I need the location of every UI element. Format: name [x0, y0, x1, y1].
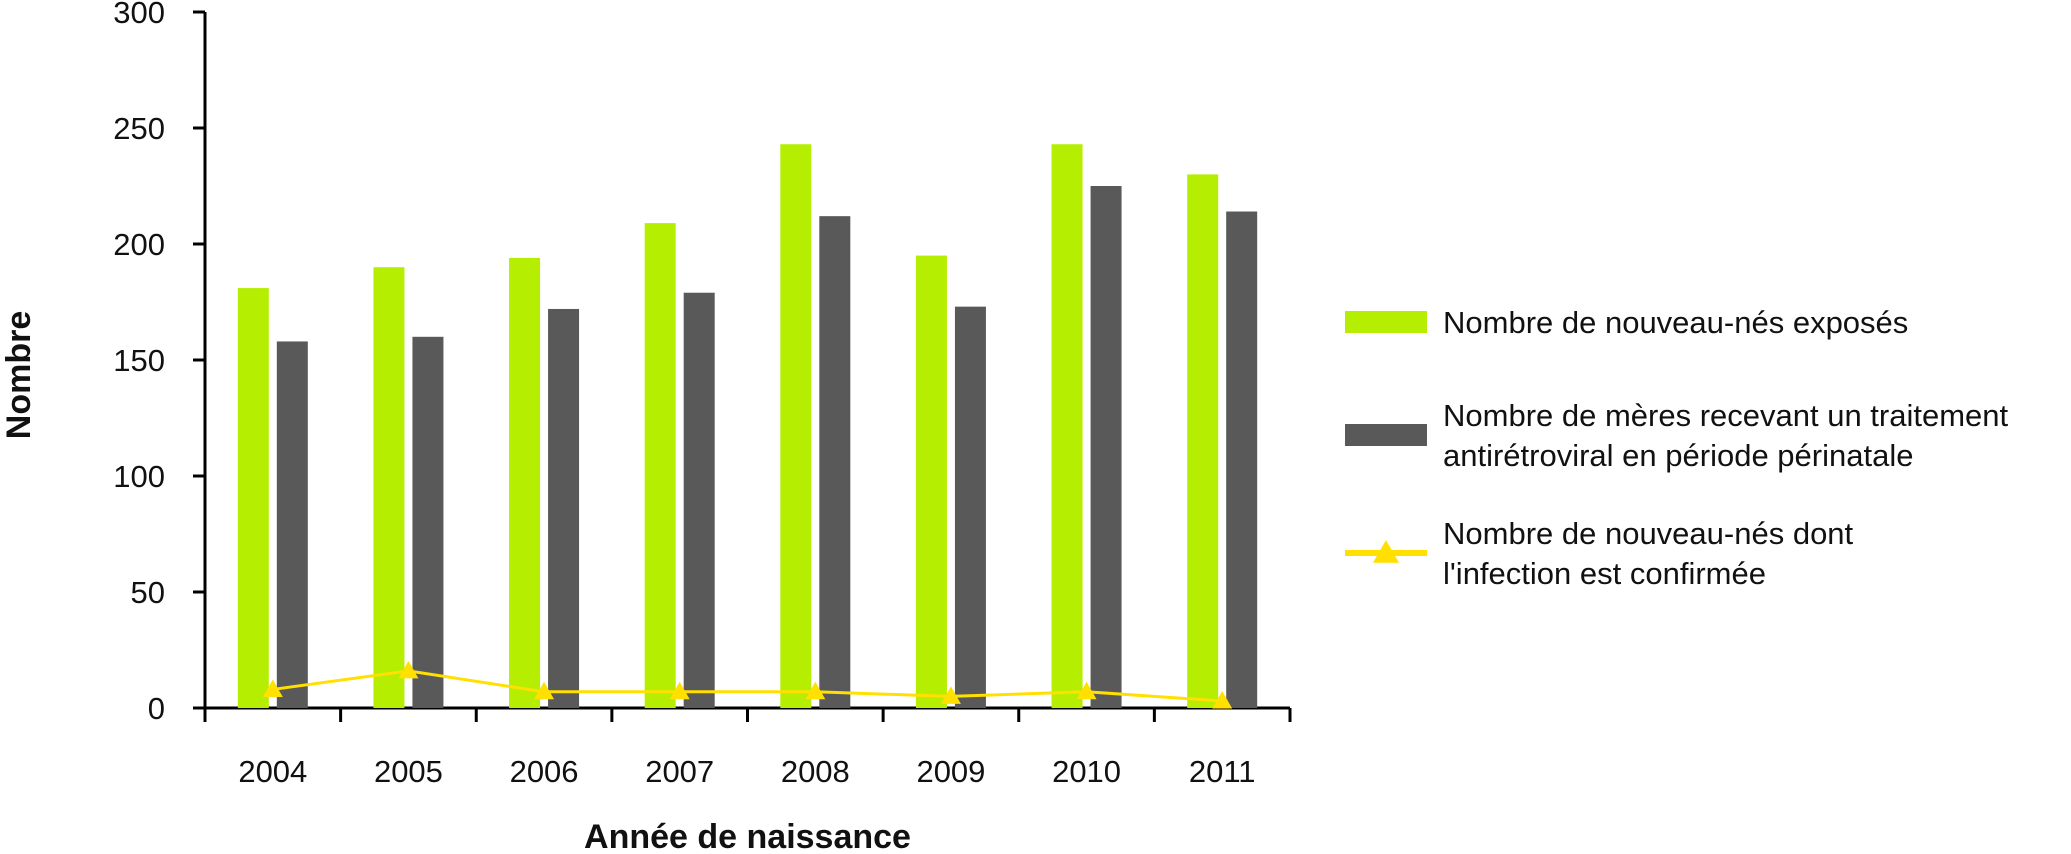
x-tick-label: 2004 — [238, 754, 307, 789]
line-marker-2009 — [940, 686, 961, 704]
bar-series-1-2006 — [509, 257, 541, 708]
x-tick-label: 2009 — [916, 754, 985, 789]
y-tick-label: 0 — [148, 691, 165, 726]
line-series — [262, 660, 1233, 709]
legend-marker-triangle — [1373, 540, 1399, 563]
y-tick-label: 300 — [113, 0, 165, 30]
legend-swatch-2 — [1345, 424, 1427, 446]
bars — [237, 144, 1258, 709]
x-tick-label: 2008 — [781, 754, 850, 789]
bar-series-1-2008 — [780, 144, 812, 709]
y-tick-label: 50 — [131, 575, 165, 610]
bar-series-2-2011 — [1226, 211, 1258, 708]
bar-series-2-2004 — [276, 341, 308, 708]
y-tick-label: 150 — [113, 343, 165, 378]
y-tick-label: 200 — [113, 227, 165, 262]
x-axis: 2004 2005 2006 2007 2008 2009 2010 2011 — [203, 706, 1292, 789]
legend-label-1: Nombre de nouveau-nés exposés — [1443, 305, 1908, 340]
bar-series-1-2009 — [915, 255, 947, 708]
bar-series-1-2004 — [237, 288, 269, 708]
y-tick-label: 100 — [113, 459, 165, 494]
bar-series-1-2005 — [373, 267, 405, 708]
bar-series-2-2006 — [548, 308, 580, 708]
legend-label-2: Nombre de mères recevant un traitement an… — [1443, 398, 2009, 473]
line-marker-2008 — [805, 681, 826, 700]
bar-series-2-2008 — [819, 216, 851, 708]
x-tick-label: 2005 — [374, 754, 443, 789]
bar-series-1-2010 — [1051, 144, 1083, 709]
line-marker-2007 — [669, 681, 690, 700]
x-tick-label: 2011 — [1189, 754, 1256, 789]
bar-series-2-2005 — [412, 336, 444, 708]
x-tick-label: 2010 — [1052, 754, 1121, 789]
y-tick-label: 250 — [113, 111, 165, 146]
legend-swatch-1 — [1345, 311, 1427, 333]
y-axis-title: Nombre — [0, 311, 38, 439]
line-marker-2011 — [1212, 691, 1233, 709]
x-tick-label: 2006 — [510, 754, 579, 789]
line-marker-2006 — [534, 681, 555, 700]
x-axis-title: Année de naissance — [584, 818, 911, 854]
bar-series-1-2007 — [644, 223, 676, 708]
bar-series-2-2009 — [954, 306, 986, 708]
line-series-path — [272, 669, 1223, 703]
legend: Nombre de nouveau-nés exposés Nombre de m… — [1345, 305, 2009, 591]
y-axis: 0 50 100 150 200 250 300 — [113, 0, 207, 726]
line-marker-2010 — [1076, 681, 1097, 700]
line-marker-2005 — [398, 660, 419, 679]
x-tick-label: 2007 — [645, 754, 714, 789]
line-marker-2004 — [262, 679, 283, 697]
legend-label-3: Nombre de nouveau-nés dont l'infection es… — [1443, 516, 1854, 591]
bar-series-2-2007 — [683, 292, 715, 708]
bar-series-1-2011 — [1187, 174, 1219, 708]
bar-series-2-2010 — [1090, 186, 1122, 708]
